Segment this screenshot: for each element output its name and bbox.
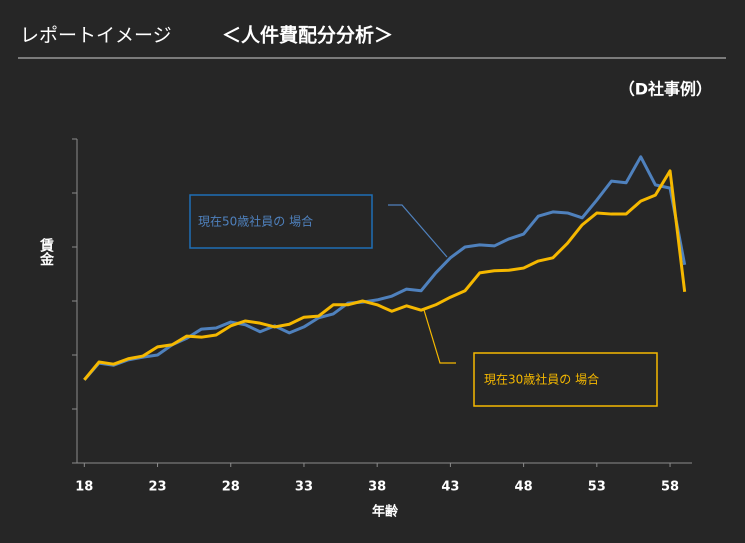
x-tick-label: 38: [368, 480, 386, 495]
x-tick-label: 53: [588, 480, 606, 495]
annotation-box: [189, 194, 373, 249]
x-tick-label: 28: [222, 480, 240, 495]
annotation-box: [473, 352, 658, 407]
y-axis-label: 賃金: [38, 237, 55, 266]
slide-subtitle: ＜人件費配分分析＞: [222, 24, 393, 47]
x-tick-label: 23: [148, 480, 166, 495]
x-tick-label: 43: [441, 480, 459, 495]
x-tick-label: 58: [661, 480, 679, 495]
x-tick-label: 33: [295, 480, 313, 495]
x-tick-label: 48: [515, 480, 533, 495]
x-axis-label: 年齢: [372, 504, 399, 520]
annotation-leader: [423, 309, 456, 364]
series-line: [83, 169, 687, 381]
annotation-leader: [388, 204, 448, 258]
series-label: 現在30歳社員の 場合: [484, 372, 599, 387]
case-note: （D社事例）: [619, 80, 712, 99]
x-tick-label: 18: [75, 480, 93, 495]
series-line: [83, 155, 687, 381]
series-label: 現在50歳社員の 場合: [198, 214, 313, 229]
slide-title: レポートイメージ: [20, 25, 172, 47]
